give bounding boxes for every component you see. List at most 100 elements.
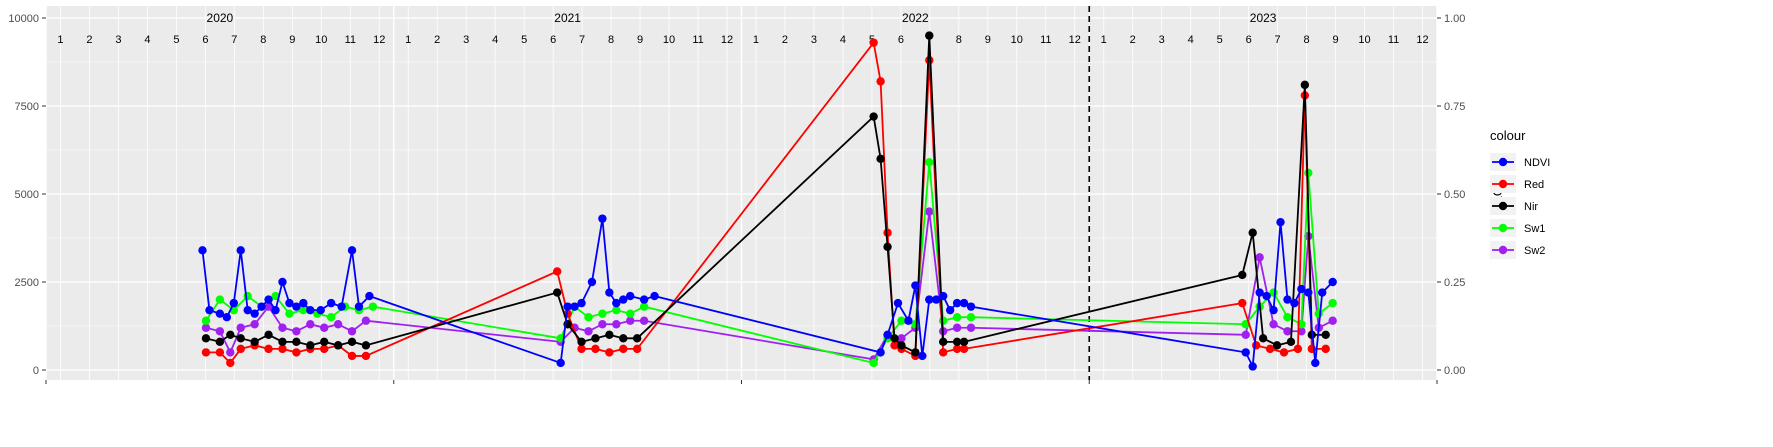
month-label: 3 — [811, 34, 817, 46]
data-point-red — [552, 267, 562, 276]
month-label: 8 — [1304, 34, 1310, 46]
year-label: 2022 — [902, 11, 929, 25]
month-label: 2 — [1130, 34, 1136, 46]
y-tick-label: 7500 — [15, 101, 39, 113]
data-point-sw2 — [306, 320, 315, 329]
data-point-nir — [876, 154, 885, 163]
series-ndvi — [198, 214, 1337, 371]
month-label: 3 — [463, 34, 469, 46]
data-point-sw1 — [584, 313, 593, 322]
data-point-red — [264, 344, 273, 354]
data-point-nir — [1300, 80, 1310, 90]
data-point-sw1 — [598, 309, 607, 318]
month-label: 2 — [86, 34, 92, 46]
data-point-red — [1265, 344, 1275, 354]
data-point-ndvi — [918, 351, 927, 361]
series-line-sw2 — [205, 211, 1334, 361]
data-point-nir — [890, 334, 899, 343]
month-label: 7 — [579, 34, 585, 46]
data-point-sw1 — [201, 316, 211, 325]
year-label: 2020 — [207, 11, 234, 25]
month-label: 3 — [1159, 34, 1165, 46]
data-point-ndvi — [966, 302, 976, 311]
data-point-sw1 — [285, 309, 294, 318]
month-label: 6 — [202, 34, 208, 46]
month-label: 9 — [637, 34, 643, 46]
month-label: 12 — [373, 34, 385, 46]
data-point-nir — [869, 112, 878, 121]
data-point-red — [591, 344, 600, 354]
year-label: 2021 — [554, 11, 581, 25]
data-point-ndvi — [893, 298, 903, 308]
data-point-nir — [292, 337, 301, 347]
data-point-red — [1251, 341, 1261, 350]
month-label: 10 — [663, 34, 675, 46]
month-label: 1 — [57, 34, 63, 46]
data-point-nir — [1272, 341, 1282, 350]
data-point-ndvi — [556, 358, 565, 368]
y2-tick-label: 0.25 — [1444, 277, 1465, 289]
data-point-ndvi — [337, 302, 346, 311]
data-point-red — [1321, 344, 1330, 354]
data-point-nir — [552, 288, 562, 297]
data-point-ndvi — [959, 298, 969, 308]
data-point-ndvi — [570, 302, 579, 311]
month-label: 8 — [956, 34, 962, 46]
data-point-nir — [306, 341, 315, 350]
data-point-ndvi — [945, 305, 955, 315]
data-point-red — [292, 348, 301, 357]
data-point-ndvi — [198, 246, 207, 255]
y2-tick-label: 1.00 — [1444, 13, 1465, 25]
data-point-red — [605, 348, 614, 357]
data-point-nir — [577, 337, 586, 347]
data-point-sw1 — [215, 295, 225, 304]
data-point-ndvi — [229, 298, 238, 308]
data-point-nir — [911, 348, 920, 357]
data-point-ndvi — [257, 302, 266, 311]
data-point-ndvi — [365, 291, 374, 301]
data-point-ndvi — [1241, 348, 1250, 357]
data-point-nir — [215, 337, 225, 347]
data-point-sw2 — [226, 348, 235, 357]
data-point-sw1 — [897, 316, 906, 325]
month-label: 5 — [521, 34, 527, 46]
data-point-sw1 — [243, 291, 252, 301]
grid-lines — [45, 6, 1438, 380]
data-point-red — [215, 348, 225, 357]
month-label: 10 — [1358, 34, 1370, 46]
data-point-red — [320, 344, 329, 354]
legend-title: colour — [1490, 128, 1526, 143]
month-label: 5 — [1217, 34, 1223, 46]
data-point-sw2 — [584, 327, 593, 336]
data-point-ndvi — [587, 277, 597, 287]
data-point-red — [876, 77, 885, 86]
month-label: 1 — [405, 34, 411, 46]
data-point-sw2 — [626, 316, 635, 325]
data-point-ndvi — [911, 281, 920, 290]
data-point-ndvi — [1248, 362, 1257, 371]
month-label: 4 — [840, 34, 846, 46]
month-label: 3 — [115, 34, 121, 46]
data-point-nir — [591, 334, 600, 343]
data-point-ndvi — [222, 313, 232, 322]
data-point-red — [278, 344, 287, 354]
data-point-ndvi — [1290, 298, 1299, 308]
data-point-nir — [952, 337, 962, 347]
data-point-sw2 — [612, 320, 621, 329]
legend-key-point — [1498, 157, 1508, 167]
series-nir — [201, 31, 1330, 357]
data-point-ndvi — [925, 295, 934, 304]
data-point-nir — [320, 337, 329, 347]
data-point-sw2 — [598, 320, 607, 329]
data-point-ndvi — [1283, 295, 1292, 304]
month-label: 11 — [692, 34, 703, 46]
data-point-nir — [897, 341, 906, 350]
data-point-red — [577, 344, 586, 354]
data-point-ndvi — [205, 305, 214, 315]
y-tick-label: 2500 — [15, 277, 39, 289]
month-label: 11 — [1388, 34, 1399, 46]
month-label: 4 — [492, 34, 498, 46]
year-label: 2023 — [1250, 11, 1277, 25]
data-point-ndvi — [271, 305, 280, 315]
